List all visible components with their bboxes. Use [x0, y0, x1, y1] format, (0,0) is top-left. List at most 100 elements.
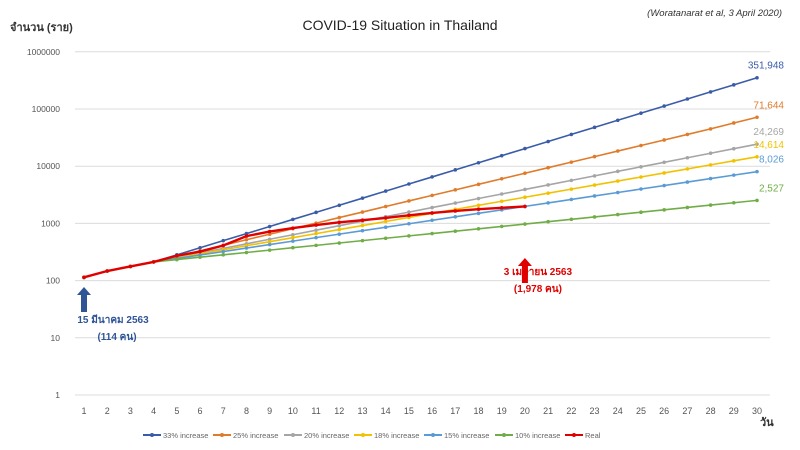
- data-point: [685, 97, 690, 101]
- legend-marker: [431, 433, 435, 437]
- data-point: [708, 176, 713, 181]
- data-point: [291, 235, 295, 240]
- data-point: [731, 146, 736, 151]
- legend-item: 18% increase: [354, 431, 419, 440]
- data-point: [755, 75, 759, 80]
- data-point: [430, 175, 434, 179]
- legend-label: 20% increase: [304, 431, 349, 440]
- legend-label: 18% increase: [374, 431, 419, 440]
- data-point: [662, 138, 666, 142]
- data-point: [569, 160, 574, 164]
- data-point: [639, 111, 643, 115]
- data-point: [453, 168, 458, 172]
- data-point: [639, 165, 643, 169]
- data-point: [244, 237, 249, 242]
- series-line: [83, 170, 758, 279]
- data-point: [615, 212, 620, 217]
- data-point: [731, 159, 736, 163]
- data-point: [546, 139, 550, 144]
- data-point: [291, 239, 295, 243]
- data-point: [82, 275, 86, 280]
- data-point: [476, 226, 481, 231]
- x-tick-label: 25: [636, 406, 646, 416]
- data-point: [267, 229, 272, 234]
- y-tick-label: 1: [55, 390, 60, 400]
- annotation-count: (114 คน): [97, 332, 136, 343]
- data-point: [546, 219, 550, 224]
- data-point: [476, 160, 481, 165]
- data-point: [383, 225, 388, 230]
- y-tick-label: 10: [51, 333, 61, 343]
- x-tick-label: 7: [221, 406, 226, 416]
- series-line: [83, 199, 758, 279]
- data-point: [523, 146, 527, 151]
- data-point: [383, 189, 388, 193]
- data-point: [360, 196, 365, 200]
- x-tick-label: 17: [450, 406, 460, 416]
- data-point: [592, 125, 597, 130]
- x-tick-label: 2: [105, 406, 110, 416]
- data-point: [476, 211, 481, 216]
- legend-label: 33% increase: [163, 431, 208, 440]
- data-point: [685, 167, 690, 171]
- x-tick-label: 6: [198, 406, 203, 416]
- data-point: [337, 223, 342, 228]
- data-point: [708, 127, 713, 131]
- data-point: [151, 260, 156, 264]
- data-point: [267, 248, 272, 252]
- x-tick-label: 30: [752, 406, 762, 416]
- data-point: [569, 187, 574, 191]
- data-point: [476, 196, 481, 201]
- data-point: [314, 223, 318, 227]
- x-tick-label: 21: [543, 406, 553, 416]
- data-point: [291, 217, 295, 222]
- legend-label: 10% increase: [515, 431, 560, 440]
- data-point: [546, 165, 550, 170]
- data-point: [244, 231, 249, 236]
- legend-marker: [361, 433, 365, 437]
- data-point: [662, 183, 666, 188]
- data-point: [615, 149, 620, 153]
- x-tick-label: 18: [474, 406, 484, 416]
- data-point: [499, 199, 504, 204]
- data-point: [476, 203, 481, 208]
- legend-item: Real: [565, 431, 601, 440]
- data-point: [708, 151, 713, 156]
- x-tick-label: 19: [497, 406, 507, 416]
- data-point: [546, 183, 550, 187]
- data-point: [685, 180, 690, 184]
- data-point: [105, 269, 110, 273]
- end-value-label: 71,644: [753, 100, 784, 111]
- y-tick-label: 1000: [41, 218, 60, 228]
- data-point: [639, 210, 643, 215]
- data-point: [592, 183, 597, 187]
- data-point: [407, 221, 411, 226]
- data-point: [383, 204, 388, 209]
- data-point: [499, 224, 504, 229]
- data-point: [755, 154, 759, 159]
- data-point: [337, 241, 342, 245]
- end-value-label: 2,527: [759, 183, 784, 194]
- data-point: [662, 104, 666, 108]
- data-point: [639, 143, 643, 148]
- data-point: [523, 204, 527, 209]
- data-point: [615, 179, 620, 183]
- data-point: [569, 217, 574, 222]
- data-point: [523, 171, 527, 176]
- data-point: [523, 187, 527, 192]
- data-point: [128, 264, 133, 269]
- x-tick-label: 15: [404, 406, 414, 416]
- data-point: [291, 226, 295, 230]
- legend-item: 25% increase: [213, 431, 278, 440]
- legend-item: 20% increase: [284, 431, 349, 440]
- data-point: [430, 231, 434, 236]
- series-line: [83, 143, 758, 279]
- data-point: [221, 243, 226, 248]
- data-point: [337, 220, 342, 225]
- data-point: [546, 191, 550, 195]
- series-real: [82, 204, 527, 280]
- x-tick-label: 13: [357, 406, 367, 416]
- legend-marker: [572, 433, 576, 437]
- x-tick-label: 12: [334, 406, 344, 416]
- data-point: [755, 169, 759, 174]
